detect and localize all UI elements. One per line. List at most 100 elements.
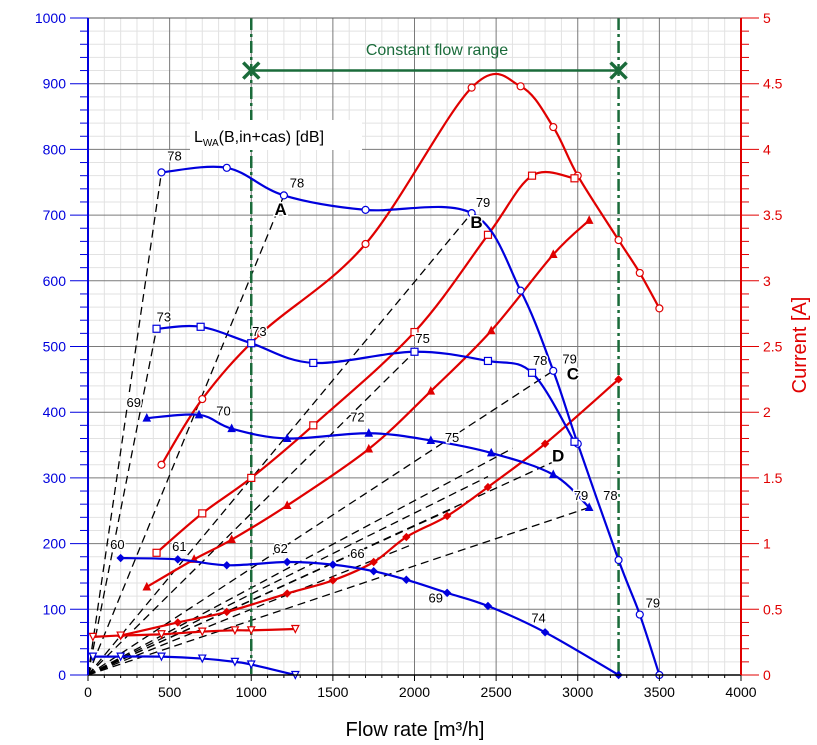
lwa-value-label: 79 [476, 195, 490, 210]
data-point-square [196, 322, 205, 331]
y-right-axis-label: Current [A] [789, 297, 811, 394]
data-point-square [570, 437, 579, 446]
y-right-tick-label: 2 [763, 404, 771, 420]
pressure-line-triangle-down [92, 655, 296, 677]
x-tick-label: 2500 [481, 684, 512, 700]
data-point-square [152, 548, 161, 557]
data-point-circle [361, 205, 370, 214]
data-point-square [483, 356, 493, 366]
data-point-triangle [548, 469, 558, 479]
data-point-diamond [328, 560, 338, 569]
y-right-tick-label: 4 [763, 141, 771, 157]
data-point-triangle-down [88, 632, 98, 642]
lwa-label-sub: WA [203, 138, 219, 149]
data-point-circle [614, 235, 623, 245]
pressure-line-circle [161, 165, 661, 676]
data-point-circle [361, 239, 370, 249]
lwa-value-label: 70 [216, 403, 230, 418]
data-point-triangle [364, 443, 374, 453]
data-point-triangle-down [230, 657, 240, 667]
data-point-square [410, 347, 419, 356]
lwa-value-label: 60 [110, 537, 124, 552]
data-point-diamond [614, 375, 623, 384]
data-point-triangle [548, 249, 558, 259]
lwa-line [87, 351, 415, 676]
data-point-diamond [173, 618, 182, 627]
y-left-tick-label: 900 [43, 76, 67, 92]
curve-letter-label: B [470, 213, 482, 232]
lwa-value-label: 79 [646, 595, 660, 610]
data-point-triangle [426, 435, 436, 444]
data-point-triangle-down [197, 654, 207, 664]
y-left-tick-label: 300 [43, 470, 67, 486]
data-point-square [152, 324, 161, 333]
current-line-triangle [146, 219, 590, 588]
y-right-tick-label: 5 [763, 10, 771, 26]
grid-major [88, 18, 741, 675]
lwa-value-label: 69 [428, 591, 442, 606]
data-point-square [527, 171, 537, 180]
y-right-tick-label: 4.5 [763, 76, 783, 92]
data-point-triangle [584, 502, 594, 511]
data-point-triangle-down [230, 626, 240, 636]
data-point-square [483, 230, 493, 239]
lwa-value-label: 74 [531, 610, 545, 625]
lwa-value-label: 72 [350, 409, 364, 424]
data-point-circle [655, 304, 664, 313]
curve-letter-label: D [552, 446, 564, 465]
chart-labels: 78 78 79 73 73 75 78 79 69 70 72 75 79 78 60 61 62 66 69 74… [109, 147, 662, 627]
lwa-lines [87, 172, 590, 676]
data-point-circle [467, 83, 476, 92]
data-point-triangle [426, 386, 436, 395]
y-left-tick-label: 700 [43, 207, 67, 223]
range-end-marker [242, 61, 261, 80]
lwa-line [87, 506, 456, 676]
lwa-value-label: 69 [126, 395, 140, 410]
data-point-circle [467, 209, 476, 218]
lwa-value-label: 78 [167, 149, 181, 164]
y-left-tick-label: 100 [43, 601, 67, 617]
data-point-circle [635, 610, 644, 619]
lwa-line [87, 506, 590, 676]
lwa-label-rest: (B,in+cas) [dB] [219, 129, 324, 146]
lwa-line [87, 328, 158, 676]
x-tick-label: 500 [158, 684, 182, 700]
x-tick-label: 4000 [725, 684, 756, 700]
lwa-value-label: 73 [252, 324, 266, 339]
data-point-square [410, 327, 419, 337]
x-tick-label: 0 [84, 684, 92, 700]
data-point-circle [157, 460, 166, 469]
data-point-square [247, 339, 256, 348]
data-point-square [198, 509, 207, 518]
data-point-circle [222, 163, 231, 172]
data-point-diamond [173, 555, 182, 564]
x-tick-label: 1000 [236, 684, 267, 700]
data-point-triangle-down [246, 626, 256, 636]
pressure-curves [88, 163, 664, 680]
lwa-value-label: 78 [533, 353, 547, 368]
y-right-tick-label: 3.5 [763, 207, 783, 223]
data-point-diamond [442, 588, 452, 598]
x-tick-label: 1500 [317, 684, 348, 700]
data-point-square [309, 421, 318, 430]
data-point-triangle [364, 428, 374, 437]
x-axis-label: Flow rate [m³/h] [346, 719, 485, 741]
y-left-tick-label: 600 [43, 273, 67, 289]
data-point-triangle-down [116, 631, 126, 641]
data-point-circle [614, 555, 623, 565]
svg-text:LWA(B,in+cas) [dB]: LWA(B,in+cas) [dB] [194, 129, 324, 149]
data-point-triangle [486, 325, 496, 335]
data-point-circle [157, 168, 166, 177]
range-end-marker [609, 61, 628, 80]
data-point-diamond [442, 511, 452, 521]
data-point-triangle-down [197, 627, 207, 637]
lwa-value-label: 78 [290, 176, 304, 191]
lwa-value-label: 66 [350, 546, 364, 561]
curve-letter-label: C [567, 364, 579, 383]
lwa-label: LWA(B,in+cas) [dB] [190, 120, 362, 150]
lwa-value-label: 79 [574, 488, 588, 503]
data-point-circle [549, 122, 558, 132]
y-left-tick-label: 400 [43, 404, 67, 420]
data-point-triangle [227, 423, 236, 433]
